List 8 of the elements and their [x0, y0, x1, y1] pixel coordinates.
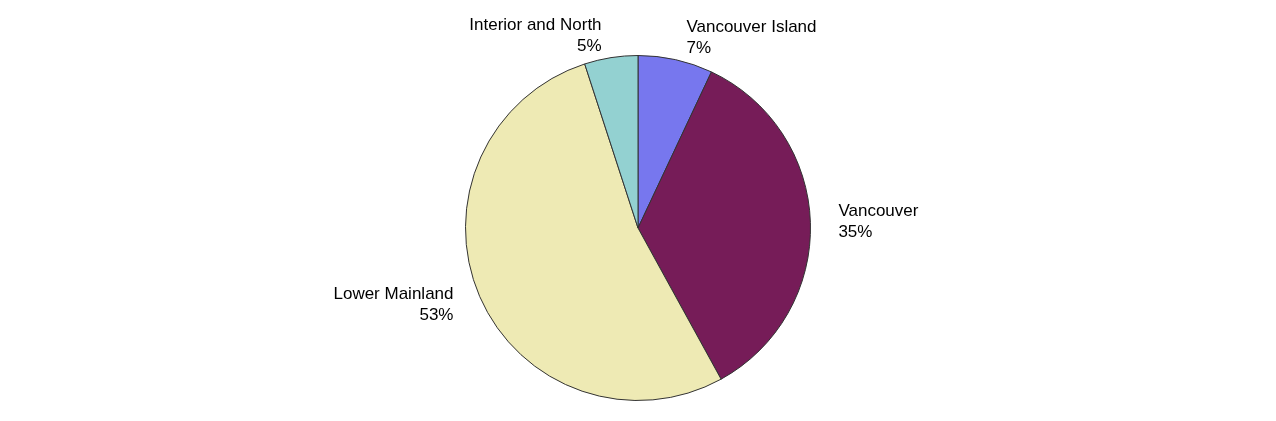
- slice-label: Interior and North: [469, 15, 602, 35]
- data-label: 53%: [419, 305, 454, 325]
- slice-label: Vancouver Island: [686, 17, 817, 37]
- data-label: 5%: [577, 36, 602, 56]
- data-label: 35%: [838, 222, 873, 242]
- slice-label: Vancouver: [838, 201, 919, 221]
- slice-label: Lower Mainland: [333, 284, 454, 304]
- data-label: 7%: [686, 38, 712, 58]
